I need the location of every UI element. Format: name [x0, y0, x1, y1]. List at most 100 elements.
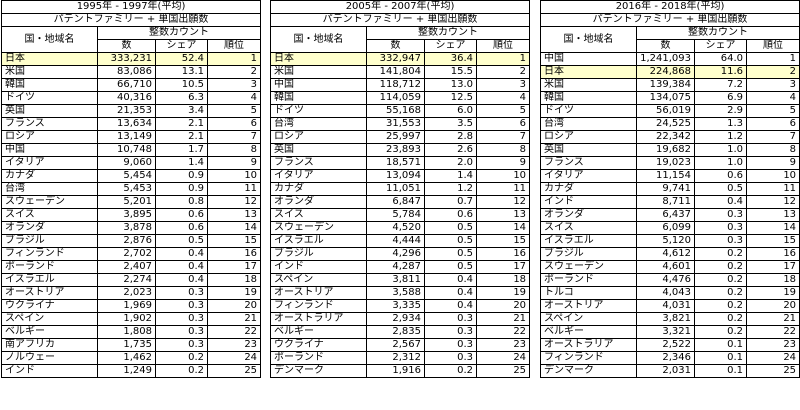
count-cell: 3,335: [366, 299, 425, 313]
share-cell: 0.2: [694, 286, 747, 300]
country-cell: フィンランド: [540, 351, 637, 365]
country-cell: 日本: [540, 65, 637, 79]
share-cell: 0.5: [424, 260, 477, 274]
rank-cell: 9: [475, 156, 531, 170]
table-row: インド 8,711 0.4 12: [540, 195, 800, 209]
share-cell: 2.8: [424, 130, 477, 144]
rank-cell: 13: [475, 208, 531, 222]
country-cell: スイス: [1, 208, 98, 222]
share-cell: 0.9: [155, 169, 208, 183]
rank-cell: 21: [206, 312, 262, 326]
table-subtitle: パテントファミリー + 単国出願数: [269, 13, 531, 27]
rank-cell: 8: [206, 143, 262, 157]
share-cell: 0.6: [424, 208, 477, 222]
country-column-header: 国・地域名: [270, 26, 367, 53]
table-row: ベルギー 2,835 0.3 22: [270, 325, 531, 339]
country-cell: フランス: [540, 156, 637, 170]
count-cell: 6,099: [636, 221, 695, 235]
table-row: カナダ 9,741 0.5 11: [540, 182, 800, 196]
count-cell: 3,878: [97, 221, 156, 235]
country-cell: インド: [270, 260, 367, 274]
rank-cell: 24: [745, 351, 800, 365]
country-cell: オーストリア: [270, 286, 367, 300]
table-row: デンマーク 1,916 0.2 25: [270, 364, 531, 378]
country-column-header: 国・地域名: [1, 26, 98, 53]
table-row: 中国 10,748 1.7 8: [1, 143, 262, 157]
country-cell: ロシア: [1, 130, 98, 144]
share-cell: 0.4: [694, 195, 747, 209]
share-cell: 0.5: [424, 221, 477, 235]
country-column-header: 国・地域名: [540, 26, 637, 53]
table-row: イタリア 11,154 0.6 10: [540, 169, 800, 183]
rank-cell: 12: [745, 195, 800, 209]
share-column-header: シェア: [424, 39, 477, 53]
rank-cell: 19: [745, 286, 800, 300]
rank-cell: 15: [206, 234, 262, 248]
rank-cell: 16: [206, 247, 262, 261]
country-cell: フィンランド: [1, 247, 98, 261]
share-cell: 0.3: [155, 299, 208, 313]
country-cell: オーストラリア: [540, 338, 637, 352]
share-cell: 0.6: [155, 208, 208, 222]
count-cell: 4,612: [636, 247, 695, 261]
share-cell: 0.6: [694, 169, 747, 183]
country-cell: 英国: [540, 143, 637, 157]
country-cell: 米国: [270, 65, 367, 79]
share-cell: 0.3: [155, 312, 208, 326]
period-title: 2016年 - 2018年(平均): [539, 0, 800, 14]
country-cell: トルコ: [540, 286, 637, 300]
count-cell: 1,916: [366, 364, 425, 378]
count-column-header: 数: [97, 39, 156, 53]
count-cell: 83,086: [97, 65, 156, 79]
rank-cell: 19: [475, 286, 531, 300]
table-row: ウクライナ 2,567 0.3 23: [270, 338, 531, 352]
share-cell: 0.2: [694, 273, 747, 287]
country-cell: 中国: [270, 78, 367, 92]
table-row: 台湾 24,525 1.3 6: [540, 117, 800, 131]
count-cell: 141,804: [366, 65, 425, 79]
share-cell: 13.0: [424, 78, 477, 92]
rank-cell: 25: [745, 364, 800, 378]
rank-cell: 8: [745, 143, 800, 157]
rank-cell: 8: [475, 143, 531, 157]
share-cell: 3.5: [424, 117, 477, 131]
share-cell: 10.5: [155, 78, 208, 92]
rank-cell: 5: [475, 104, 531, 118]
count-cell: 3,895: [97, 208, 156, 222]
country-cell: ドイツ: [1, 91, 98, 105]
country-cell: 台湾: [270, 117, 367, 131]
count-cell: 13,094: [366, 169, 425, 183]
country-cell: 日本: [270, 52, 367, 66]
share-cell: 0.3: [155, 325, 208, 339]
country-cell: フランス: [1, 117, 98, 131]
table-row: 中国 118,712 13.0 3: [270, 78, 531, 92]
rank-cell: 7: [745, 130, 800, 144]
share-cell: 0.3: [155, 338, 208, 352]
count-cell: 1,902: [97, 312, 156, 326]
rank-column-header: 順位: [745, 39, 800, 53]
share-cell: 0.4: [155, 273, 208, 287]
country-cell: イスラエル: [270, 234, 367, 248]
country-cell: カナダ: [540, 182, 637, 196]
table-row: インド 4,287 0.5 17: [270, 260, 531, 274]
share-cell: 2.1: [155, 130, 208, 144]
rank-cell: 3: [475, 78, 531, 92]
country-cell: ベルギー: [1, 325, 98, 339]
rank-cell: 20: [206, 299, 262, 313]
rank-cell: 14: [745, 221, 800, 235]
share-column-header: シェア: [694, 39, 747, 53]
table-row: 日本 332,947 36.4 1: [270, 52, 531, 66]
count-cell: 2,934: [366, 312, 425, 326]
country-cell: フィンランド: [270, 299, 367, 313]
rank-cell: 14: [206, 221, 262, 235]
count-cell: 5,201: [97, 195, 156, 209]
rank-column-header: 順位: [206, 39, 262, 53]
rank-cell: 23: [745, 338, 800, 352]
country-cell: インド: [540, 195, 637, 209]
table-row: ノルウェー 1,462 0.2 24: [1, 351, 262, 365]
rank-cell: 6: [745, 117, 800, 131]
rank-cell: 24: [475, 351, 531, 365]
share-cell: 0.7: [424, 195, 477, 209]
table-row: フランス 13,634 2.1 6: [1, 117, 262, 131]
count-group-header: 整数カウント: [365, 26, 531, 40]
